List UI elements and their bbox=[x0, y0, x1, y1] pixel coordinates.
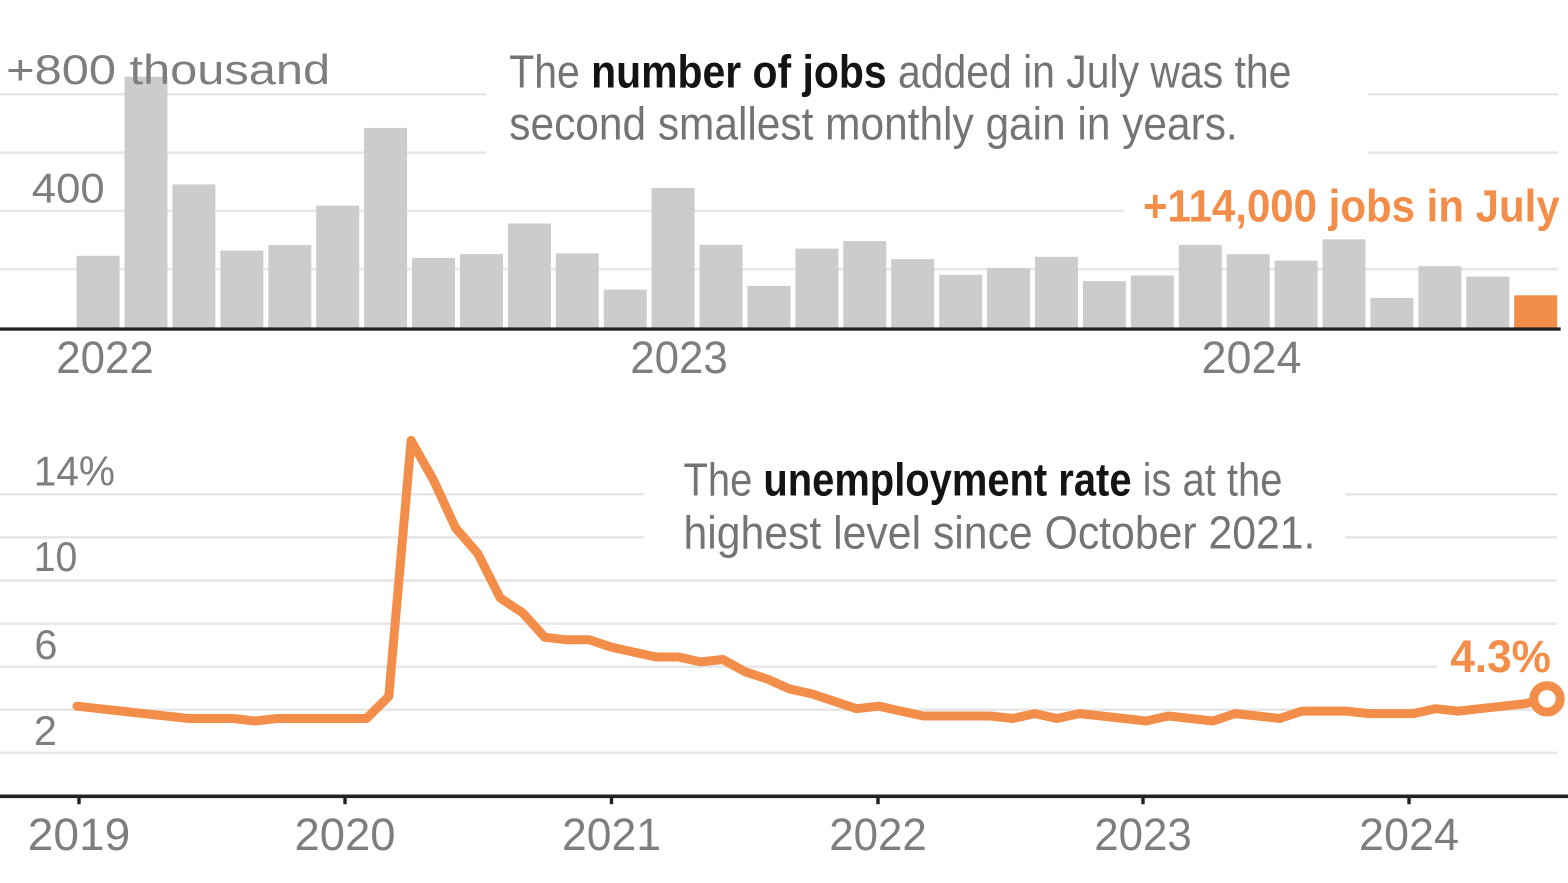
svg-text:+114,000 jobs in July: +114,000 jobs in July bbox=[1143, 180, 1560, 231]
svg-text:2023: 2023 bbox=[1094, 809, 1192, 860]
svg-text:The number of jobs added in Ju: The number of jobs added in July was the bbox=[509, 46, 1291, 98]
svg-text:2022: 2022 bbox=[56, 332, 154, 383]
svg-text:2024: 2024 bbox=[1359, 809, 1459, 860]
svg-text:2020: 2020 bbox=[295, 809, 396, 860]
svg-text:10: 10 bbox=[34, 533, 78, 580]
svg-text:6: 6 bbox=[34, 621, 57, 668]
svg-text:The unemployment rate is at th: The unemployment rate is at the bbox=[684, 454, 1283, 506]
svg-text:400: 400 bbox=[32, 165, 105, 212]
svg-text:2022: 2022 bbox=[829, 809, 927, 860]
svg-text:highest level since October 20: highest level since October 2021. bbox=[684, 506, 1316, 558]
svg-text:14%: 14% bbox=[34, 448, 115, 495]
svg-text:2021: 2021 bbox=[562, 809, 661, 860]
svg-text:2024: 2024 bbox=[1202, 332, 1302, 383]
svg-text:2: 2 bbox=[34, 707, 57, 754]
svg-text:+800 thousand: +800 thousand bbox=[6, 46, 330, 93]
svg-text:4.3%: 4.3% bbox=[1450, 631, 1551, 682]
svg-text:second smallest monthly gain i: second smallest monthly gain in years. bbox=[509, 98, 1237, 150]
svg-text:2019: 2019 bbox=[28, 809, 131, 860]
svg-text:2023: 2023 bbox=[630, 332, 728, 383]
